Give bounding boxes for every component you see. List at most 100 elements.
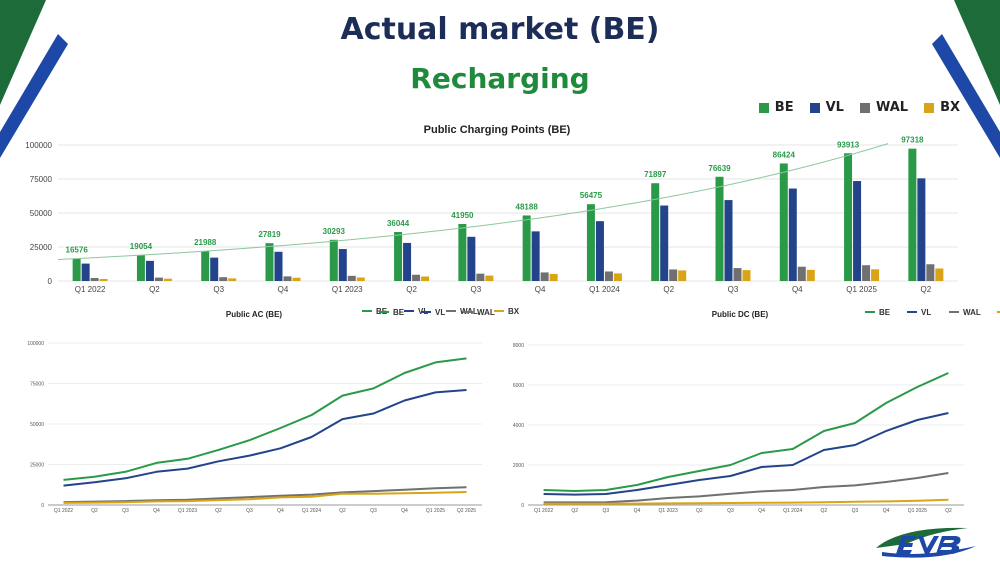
- bar-be-13: [908, 148, 917, 281]
- bar-bx-3: [292, 277, 301, 281]
- bar-data-label-12: 93913: [837, 140, 860, 149]
- bar-bx-5: [421, 276, 430, 281]
- bar-data-label-2: 21988: [194, 238, 217, 247]
- bar-data-label-13: 97318: [901, 136, 924, 145]
- bar-bx-9: [678, 270, 687, 281]
- dc-x-tick-8: Q1 2024: [783, 508, 802, 514]
- bar-x-tick-10: Q3: [728, 285, 739, 294]
- bar-vl-3: [274, 251, 283, 281]
- dc-x-tick-1: Q2: [571, 508, 578, 514]
- page-title: Actual market (BE): [340, 12, 660, 47]
- bar-vl-11: [788, 188, 797, 281]
- public-dc-chart: Public DC (BE)BEVLWALBX02000400060008000…: [513, 308, 1000, 514]
- ac-x-tick-8: Q1 2024: [302, 508, 321, 514]
- bar-be-2: [201, 251, 210, 281]
- evb-logo: [876, 527, 976, 558]
- ac-y-tick-2: 50000: [30, 422, 44, 428]
- bar-vl-6: [467, 236, 476, 281]
- dc-legend-label-be: BE: [879, 308, 891, 317]
- bar-y-tick-2: 50000: [30, 209, 53, 218]
- dc-x-tick-5: Q2: [696, 508, 703, 514]
- bar-be-8: [586, 204, 595, 281]
- dc-x-tick-0: Q1 2022: [534, 508, 553, 514]
- dc-x-tick-12: Q1 2025: [908, 508, 927, 514]
- ac-x-tick-12: Q1 2025: [426, 508, 445, 514]
- bar-wal-7: [540, 272, 549, 281]
- dc-y-tick-3: 6000: [513, 383, 524, 389]
- bar-data-label-5: 36044: [387, 219, 410, 228]
- dc-legend-label-vl: VL: [921, 308, 931, 317]
- bar-vl-0: [81, 263, 90, 281]
- bar-y-tick-4: 100000: [25, 141, 52, 150]
- bar-be-6: [458, 223, 467, 281]
- public-ac-chart: Public AC (BE)BEVLWALBX02500050000750001…: [27, 308, 495, 514]
- dc-x-tick-4: Q1 2023: [659, 508, 678, 514]
- legend-swatch-bx: [924, 102, 935, 113]
- bar-vl-2: [210, 257, 219, 281]
- bar-x-tick-7: Q4: [535, 285, 546, 294]
- bar-bx-8: [613, 273, 622, 281]
- bar-be-10: [715, 176, 724, 281]
- bar-x-tick-4: Q1 2023: [332, 285, 363, 294]
- top-legend: BE VL WAL BX: [758, 100, 960, 115]
- ac-x-tick-9: Q2: [339, 508, 346, 514]
- dc-x-tick-3: Q4: [634, 508, 641, 514]
- bar-wal-4: [347, 275, 356, 281]
- bar-bx-0: [99, 278, 108, 281]
- bar-vl-5: [403, 242, 412, 281]
- dc-y-tick-4: 8000: [513, 343, 524, 349]
- bar-be-1: [136, 255, 145, 281]
- dc-x-tick-13: Q2: [945, 508, 952, 514]
- dc-legend-label-wal: WAL: [963, 308, 981, 317]
- ac-x-tick-1: Q2: [91, 508, 98, 514]
- ac-x-tick-2: Q3: [122, 508, 129, 514]
- bar-x-tick-6: Q3: [471, 285, 482, 294]
- dc-y-tick-2: 4000: [513, 423, 524, 429]
- legend-item-be: BE: [758, 100, 794, 115]
- ac-x-tick-5: Q2: [215, 508, 222, 514]
- bar-be-5: [394, 231, 403, 281]
- bar-trendline: [57, 143, 889, 260]
- ac-series-line-vl: [63, 389, 467, 487]
- dc-series-line-bx: [543, 498, 949, 505]
- bar-vl-4: [338, 249, 347, 281]
- bar-be-3: [265, 243, 274, 281]
- page-subtitle: Recharging: [410, 62, 590, 95]
- dc-x-tick-11: Q4: [883, 508, 890, 514]
- bar-be-12: [844, 153, 853, 281]
- bar-data-label-9: 71897: [644, 170, 667, 179]
- dc-x-tick-7: Q4: [758, 508, 765, 514]
- corner-decoration-left: [0, 0, 68, 158]
- ac-y-tick-1: 25000: [30, 463, 44, 469]
- bar-bx-10: [742, 270, 751, 281]
- dc-x-tick-10: Q3: [852, 508, 859, 514]
- bar-x-tick-1: Q2: [149, 285, 160, 294]
- legend-item-vl: VL: [809, 100, 844, 115]
- bar-vl-9: [660, 205, 669, 281]
- ac-legend-label-vl: VL: [435, 308, 445, 317]
- ac-legend-label-be: BE: [393, 308, 405, 317]
- bar-bx-6: [485, 275, 494, 281]
- bar-wal-1: [154, 277, 163, 281]
- ac-y-tick-0: 0: [41, 503, 44, 509]
- dc-x-tick-6: Q3: [727, 508, 734, 514]
- ac-x-tick-3: Q4: [153, 508, 160, 514]
- dc-x-tick-2: Q3: [603, 508, 610, 514]
- ac-y-tick-4: 100000: [27, 341, 44, 347]
- ac-y-tick-3: 75000: [30, 382, 44, 388]
- bar-x-tick-3: Q4: [278, 285, 289, 294]
- bar-be-7: [522, 215, 531, 281]
- bar-y-tick-1: 25000: [30, 243, 53, 252]
- bar-bx-7: [549, 273, 558, 281]
- dc-y-tick-1: 2000: [513, 463, 524, 469]
- legend-item-bx: BX: [924, 100, 960, 115]
- bar-wal-3: [283, 276, 292, 281]
- ac-legend-label-wal: WAL: [477, 308, 495, 317]
- legend-swatch-be: [758, 102, 769, 113]
- bar-wal-9: [669, 269, 678, 281]
- bar-x-tick-12: Q1 2025: [846, 285, 877, 294]
- bar-bx-4: [356, 277, 365, 281]
- bar-y-tick-3: 75000: [30, 175, 53, 184]
- bar-x-tick-13: Q2: [921, 285, 932, 294]
- ac-x-tick-7: Q4: [277, 508, 284, 514]
